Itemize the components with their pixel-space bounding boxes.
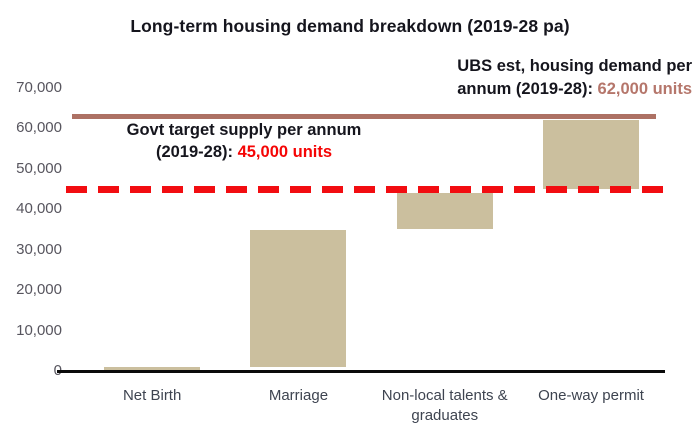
reference-line-ubs-est-housing-demand-per-annum-2019-28 [72, 113, 656, 119]
y-axis-tick-label: 20,000 [16, 281, 62, 299]
x-axis-line [57, 369, 665, 373]
y-axis-tick-label: 60,000 [16, 119, 62, 137]
y-axis-tick-label: 70,000 [16, 79, 62, 96]
y-axis-tick-label: 50,000 [16, 159, 62, 177]
ubs-annotation-line2-prefix: annum (2019-28): [457, 80, 598, 98]
bar-one-way-permit [543, 120, 640, 190]
govt-annotation-line1: Govt target supply per annum [126, 121, 362, 139]
bar-marriage [250, 229, 347, 367]
bar-net-birth [104, 366, 201, 371]
y-axis-tick-label: 0 [0, 362, 62, 380]
x-axis-label-marriage: Marriage [268, 387, 329, 404]
govt-target-annotation: Govt target supply per annum (2019-28): … [78, 119, 410, 163]
bar-non-local-talents-graduates [396, 193, 493, 230]
govt-annotation-line2-prefix: (2019-28): [155, 143, 238, 161]
y-axis-tick-label: 30,000 [16, 240, 62, 258]
y-axis-tick-label: 40,000 [16, 200, 62, 218]
reference-line-govt-target-supply-per-annum-2019-28 [66, 185, 663, 193]
govt-annotation-value: 45,000 units [237, 143, 333, 161]
ubs-estimate-annotation: UBS est, housing demand per annum (2019-… [457, 55, 692, 101]
ubs-annotation-value: 62,000 units [597, 80, 692, 98]
x-axis-label-net-birth: Net Birth [122, 387, 182, 404]
ubs-annotation-line1: UBS est, housing demand per [457, 57, 692, 75]
x-axis-label-one-way-permit: One-way permit [538, 387, 644, 404]
y-axis-tick-label: 10,000 [16, 321, 62, 339]
chart-title: Long-term housing demand breakdown (2019… [130, 16, 570, 36]
x-axis-label-non-local-talents-graduates: Non-local talents & graduates [381, 387, 508, 424]
